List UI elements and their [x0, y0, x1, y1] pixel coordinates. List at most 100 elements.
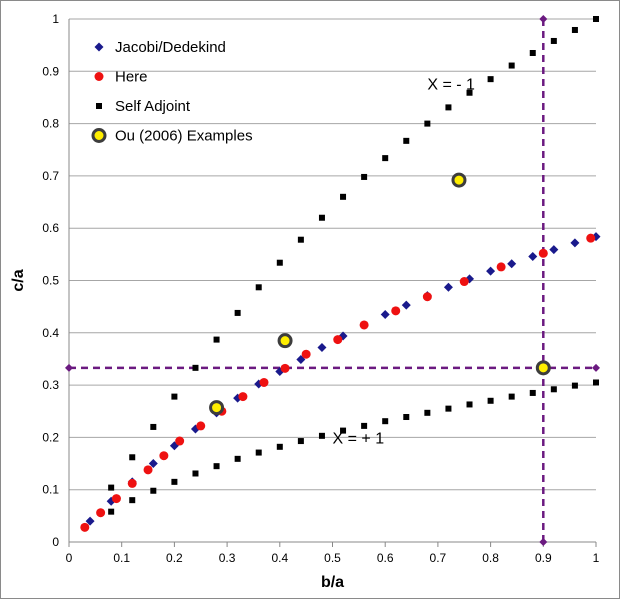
- reference-line-end-marker: [539, 15, 548, 23]
- point-self-adjoint: [276, 259, 283, 266]
- point-self-adjoint: [424, 120, 431, 127]
- point-self-adjoint: [192, 470, 199, 477]
- legend: Jacobi/Dedekind Here Self Adjoint Ou (2006)…: [91, 39, 253, 145]
- point-here: [538, 248, 548, 258]
- point-self-adjoint: [529, 49, 536, 56]
- annotations: X = - 1 X = + 1: [333, 77, 476, 448]
- point-here: [111, 494, 121, 504]
- point-jacobi-dedekind: [507, 259, 517, 269]
- point-self-adjoint: [297, 438, 304, 445]
- point-ou-2006-examples: [209, 400, 225, 416]
- y-tick-label: 0.6: [42, 221, 59, 235]
- y-tick-label: 0.2: [42, 430, 59, 444]
- gridlines: [69, 18, 596, 491]
- point-self-adjoint: [129, 454, 136, 461]
- x-tick-label: 0.1: [113, 551, 130, 565]
- point-self-adjoint: [550, 37, 557, 44]
- point-ou-2006-examples: [277, 333, 293, 349]
- legend-marker-self-adjoint: [96, 103, 102, 109]
- annotation-label: X = - 1: [427, 77, 475, 94]
- point-jacobi-dedekind: [570, 238, 580, 248]
- reference-line-end-marker: [539, 538, 548, 546]
- point-self-adjoint: [382, 155, 389, 162]
- point-jacobi-dedekind: [549, 245, 559, 255]
- point-jacobi-dedekind: [317, 342, 327, 352]
- point-self-adjoint: [361, 422, 368, 429]
- y-tick-label: 0.1: [42, 483, 59, 497]
- point-here: [391, 306, 401, 316]
- legend-label-jacobi-dedekind: Jacobi/Dedekind: [115, 39, 226, 56]
- point-self-adjoint: [445, 405, 452, 412]
- point-self-adjoint: [234, 455, 241, 462]
- point-self-adjoint: [255, 284, 262, 291]
- point-ou-2006-examples: [451, 172, 467, 188]
- legend-label-self-adjoint: Self Adjoint: [115, 98, 191, 115]
- point-self-adjoint: [424, 409, 431, 416]
- point-here: [143, 465, 153, 475]
- point-self-adjoint: [255, 449, 262, 456]
- point-here: [196, 421, 206, 431]
- y-tick-label: 0.3: [42, 378, 59, 392]
- point-self-adjoint: [108, 508, 115, 515]
- point-here: [175, 436, 185, 446]
- point-self-adjoint: [192, 364, 199, 371]
- point-self-adjoint: [108, 484, 115, 491]
- point-here: [359, 320, 369, 330]
- point-here: [127, 478, 137, 488]
- legend-label-here: Here: [115, 69, 148, 86]
- legend-marker-here: [94, 72, 104, 81]
- y-tick-label: 0.7: [42, 169, 59, 183]
- point-self-adjoint: [150, 423, 157, 430]
- y-tick-label: 0.4: [42, 326, 59, 340]
- x-tick-label: 1: [593, 551, 600, 565]
- point-jacobi-dedekind: [148, 459, 158, 469]
- point-self-adjoint: [529, 389, 536, 396]
- point-self-adjoint: [297, 236, 304, 243]
- point-here: [459, 277, 469, 287]
- point-jacobi-dedekind: [443, 282, 453, 292]
- y-axis-label: c/a: [10, 269, 27, 291]
- point-self-adjoint: [508, 393, 515, 400]
- x-tick-label: 0.6: [377, 551, 394, 565]
- legend-marker-ou-2006-examples: [91, 128, 107, 143]
- y-tick-label: 0: [52, 535, 59, 549]
- point-self-adjoint: [340, 193, 347, 200]
- point-self-adjoint: [129, 497, 136, 504]
- point-jacobi-dedekind: [528, 251, 538, 261]
- point-self-adjoint: [571, 26, 578, 33]
- point-self-adjoint: [382, 418, 389, 425]
- point-here: [259, 377, 269, 387]
- point-self-adjoint: [550, 386, 557, 393]
- point-self-adjoint: [466, 401, 473, 408]
- point-here: [280, 363, 290, 373]
- tick-labels: 0 0.1 0.2 0.3 0.4 0.5 0.6 0.7 0.8 0.9 1 0 0.1 0.2 0.3 0…: [42, 12, 599, 565]
- point-self-adjoint: [171, 478, 178, 485]
- point-jacobi-dedekind: [380, 309, 390, 319]
- annotation-label: X = + 1: [333, 431, 385, 448]
- point-self-adjoint: [593, 379, 599, 386]
- point-jacobi-dedekind: [85, 516, 95, 526]
- point-self-adjoint: [403, 414, 410, 421]
- x-axis-label: b/a: [321, 574, 344, 591]
- point-here: [586, 233, 596, 243]
- legend-marker-jacobi-dedekind: [94, 42, 104, 52]
- point-here: [96, 508, 106, 518]
- point-here: [159, 451, 169, 461]
- point-self-adjoint: [213, 463, 220, 470]
- x-tick-label: 0.8: [482, 551, 499, 565]
- point-jacobi-dedekind: [401, 300, 411, 310]
- point-self-adjoint: [403, 137, 410, 144]
- point-jacobi-dedekind: [486, 266, 496, 276]
- point-self-adjoint: [213, 336, 220, 343]
- x-tick-label: 0.9: [535, 551, 552, 565]
- x-tick-label: 0.3: [219, 551, 236, 565]
- point-here: [422, 292, 432, 302]
- axes: [68, 19, 597, 547]
- point-here: [496, 262, 506, 272]
- y-tick-label: 0.5: [42, 274, 59, 288]
- point-self-adjoint: [487, 397, 494, 404]
- x-tick-label: 0.4: [271, 551, 288, 565]
- point-self-adjoint: [571, 382, 578, 389]
